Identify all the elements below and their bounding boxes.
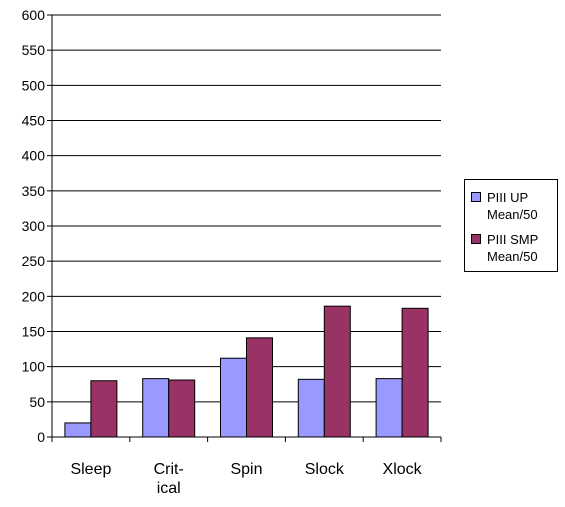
y-tick-label-300: 300	[22, 218, 46, 234]
legend: PIII UP Mean/50 PIII SMP Mean/50	[464, 179, 558, 272]
y-tick-label-200: 200	[22, 288, 46, 304]
bar-series2-3	[323, 305, 351, 438]
x-tick-label-3: Slock	[305, 461, 345, 478]
x-tick-label-0: Sleep	[70, 461, 111, 478]
legend-label-series-1: PIII UP Mean/50	[487, 190, 538, 222]
bar-series1-0	[64, 422, 92, 438]
x-tick-label-2: Spin	[230, 461, 262, 478]
bar-series2-2	[246, 337, 273, 438]
y-tick-label-150: 150	[22, 324, 46, 340]
bar-series2-0	[90, 380, 118, 438]
y-tick-label-600: 600	[22, 7, 46, 23]
bar-series1-4	[375, 378, 403, 438]
legend-swatch-series-1	[471, 192, 481, 202]
y-tick-label-250: 250	[22, 253, 46, 269]
bar-series1-3	[297, 378, 325, 438]
legend-label-series-2: PIII SMP Mean/50	[487, 232, 539, 264]
y-tick-label-500: 500	[22, 77, 46, 93]
y-tick-label-350: 350	[22, 183, 46, 199]
bar-series2-1	[168, 379, 196, 438]
x-tick-label-4: Xlock	[383, 461, 423, 478]
y-tick-label-50: 50	[29, 394, 45, 410]
legend-swatch-series-2	[471, 234, 481, 244]
y-tick-label-100: 100	[22, 359, 46, 375]
bar-series1-1	[142, 378, 170, 438]
y-tick-label-0: 0	[37, 429, 45, 445]
y-tick-label-450: 450	[22, 113, 46, 129]
bar-series1-2	[220, 357, 247, 438]
y-tick-label-400: 400	[22, 148, 46, 164]
y-tick-label-550: 550	[22, 42, 46, 58]
bar-series2-4	[401, 307, 429, 438]
x-tick-label-1: Crit-ical	[154, 461, 184, 497]
